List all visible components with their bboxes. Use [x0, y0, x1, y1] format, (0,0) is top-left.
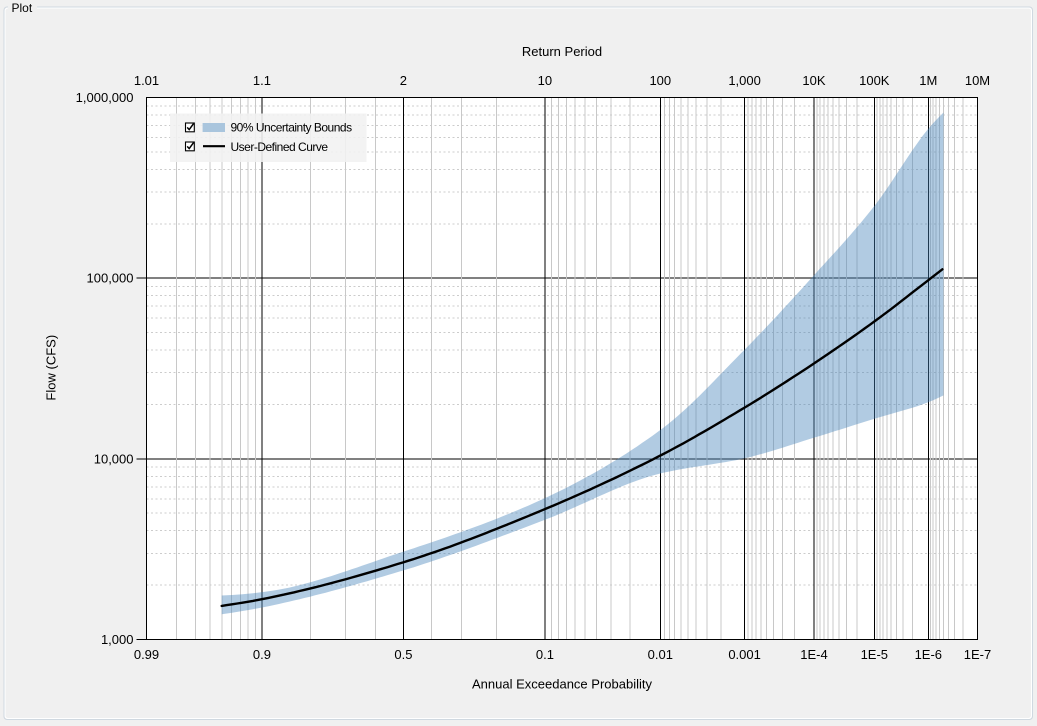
svg-text:0.001: 0.001	[728, 647, 761, 662]
svg-text:1E-5: 1E-5	[861, 647, 888, 662]
svg-text:10,000: 10,000	[94, 451, 134, 466]
svg-text:User-Defined Curve: User-Defined Curve	[231, 140, 329, 154]
svg-text:1,000: 1,000	[101, 632, 134, 647]
svg-text:0.99: 0.99	[134, 647, 159, 662]
svg-text:1,000,000: 1,000,000	[76, 90, 134, 105]
svg-text:100K: 100K	[859, 73, 890, 88]
svg-text:1E-4: 1E-4	[800, 647, 827, 662]
svg-text:100,000: 100,000	[87, 271, 134, 286]
svg-text:10K: 10K	[802, 73, 825, 88]
svg-text:10: 10	[538, 73, 552, 88]
svg-text:0.01: 0.01	[648, 647, 673, 662]
svg-text:1M: 1M	[919, 73, 937, 88]
svg-text:Return Period: Return Period	[522, 44, 602, 59]
svg-text:1.01: 1.01	[134, 73, 159, 88]
svg-text:1E-7: 1E-7	[964, 647, 991, 662]
svg-text:Plot: Plot	[12, 1, 33, 15]
svg-text:1E-6: 1E-6	[915, 647, 942, 662]
svg-text:0.9: 0.9	[253, 647, 271, 662]
svg-text:1.1: 1.1	[253, 73, 271, 88]
svg-text:0.5: 0.5	[394, 647, 412, 662]
svg-text:0.1: 0.1	[536, 647, 554, 662]
svg-text:2: 2	[400, 73, 407, 88]
svg-text:Flow (CFS): Flow (CFS)	[44, 335, 59, 401]
svg-text:100: 100	[649, 73, 671, 88]
svg-text:10M: 10M	[965, 73, 990, 88]
svg-text:1,000: 1,000	[728, 73, 761, 88]
svg-text:90% Uncertainty Bounds: 90% Uncertainty Bounds	[231, 121, 353, 135]
svg-text:Annual Exceedance Probability: Annual Exceedance Probability	[472, 677, 652, 692]
